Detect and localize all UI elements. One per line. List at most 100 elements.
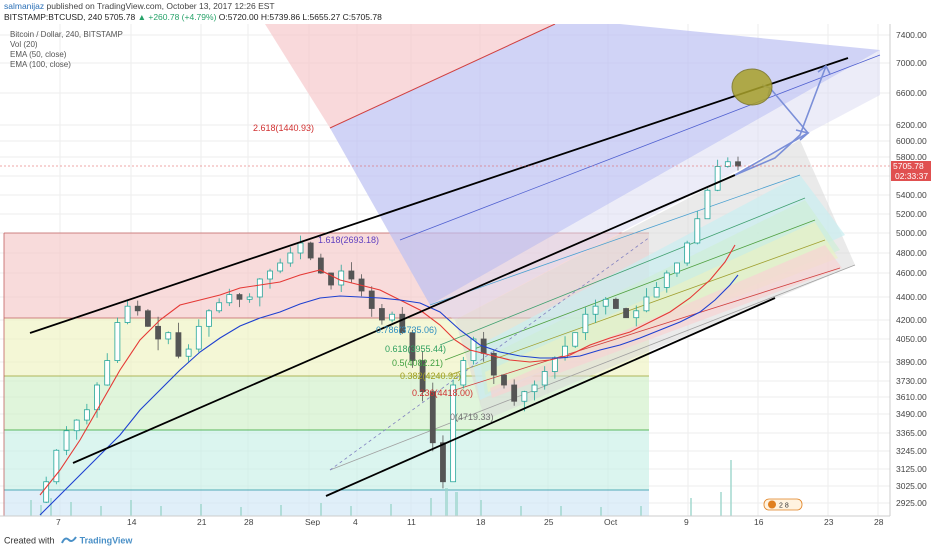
price-tick-label: 7000.00 [896, 58, 927, 68]
candle-body [43, 481, 50, 503]
candle-body [724, 161, 731, 167]
candle-body [83, 409, 90, 421]
price-tick-label: 3610.00 [896, 392, 927, 402]
price-tick-label: 4200.00 [896, 315, 927, 325]
quote-line: BITSTAMP:BTCUSD, 240 5705.78 ▲ +260.78 (… [4, 12, 382, 22]
candle-body [175, 332, 182, 357]
time-tick-label: 16 [754, 517, 764, 526]
candle-body [338, 270, 345, 286]
target-zone[interactable] [731, 68, 773, 106]
candle-body [104, 360, 111, 386]
fib-label: 0.618(3955.44) [385, 344, 446, 354]
legend-volume[interactable]: Vol (20) [10, 40, 38, 49]
price-tick-label: 7400.00 [896, 30, 927, 40]
current-price-tag [891, 161, 931, 171]
candle-body [256, 278, 263, 298]
candle-body [704, 189, 711, 220]
price-tick-label: 3490.00 [896, 409, 927, 419]
legend-ema50[interactable]: EMA (50, close) [10, 50, 67, 59]
candle-body [511, 384, 518, 402]
candle-body [226, 294, 233, 304]
candle-body [236, 294, 243, 300]
ema-100-line [39, 274, 739, 516]
countdown-text: 02:33:37 [895, 171, 928, 181]
fib-label: 1.618(2693.18) [318, 235, 379, 245]
tradingview-logo-icon[interactable] [61, 535, 77, 547]
candle-body [694, 218, 701, 244]
price-tick-label: 6200.00 [896, 120, 927, 130]
fib-label: 0.5(4082.21) [392, 358, 443, 368]
candle-body [419, 360, 426, 393]
footer: Created with TradingView [0, 530, 932, 550]
candle-body [623, 308, 629, 319]
candle-body [307, 242, 314, 259]
price-tick-label: 3890.00 [896, 357, 927, 367]
legend-ema100[interactable]: EMA (100, close) [10, 60, 71, 69]
candle-body [470, 338, 477, 361]
fib-label: 0.786(3735.06) [376, 325, 437, 335]
price-tick-label: 2925.00 [896, 498, 927, 508]
candle-body [663, 272, 670, 288]
candle-body [653, 286, 660, 298]
price-axis[interactable]: 7400.00 7000.00 6600.00 6200.00 6000.00 5800.… [889, 24, 931, 516]
current-price-text: 5705.78 [893, 161, 924, 171]
time-tick-label: Oct [604, 517, 618, 526]
candle-body [399, 313, 406, 334]
candle-body [643, 296, 650, 312]
time-axis[interactable]: 7 14 21 28 Sep 4 11 18 25 Oct 9 16 23 28 [0, 515, 890, 527]
candle-body [145, 310, 151, 327]
price-tick-label: 4400.00 [896, 292, 927, 302]
price-tick-label: 4800.00 [896, 248, 927, 258]
time-tick-label: 9 [684, 517, 689, 526]
fib-label: 0(4719.33) [450, 412, 494, 422]
price-tick-label: 5400.00 [896, 190, 927, 200]
candle-body [541, 371, 548, 386]
price-tick-label: 4600.00 [896, 268, 927, 278]
countdown-tag [891, 171, 931, 181]
publish-info: published on TradingView.com, October 13… [46, 1, 275, 11]
symbol-label: BITSTAMP:BTCUSD, 240 [4, 12, 103, 22]
price-tick-label: 3730.00 [896, 376, 927, 386]
price-tick-label: 3245.00 [896, 446, 927, 456]
created-with: Created with TradingView [4, 535, 132, 547]
chart-legend: Bitcoin / Dollar, 240, BITSTAMP Vol (20)… [10, 30, 123, 70]
candle-body [267, 270, 273, 280]
author-link[interactable]: salmanijaz [4, 1, 45, 11]
created-with-label: Created with [4, 535, 55, 546]
trend-lines[interactable] [29, 57, 849, 497]
time-tick-label: 25 [544, 517, 554, 526]
candle-body [216, 302, 223, 312]
price-tick-label: 3025.00 [896, 481, 927, 491]
price-tick-label: 3365.00 [896, 428, 927, 438]
time-tick-label: 18 [476, 517, 486, 526]
candle-body [602, 298, 609, 307]
publish-line: salmanijaz published on TradingView.com,… [4, 1, 275, 11]
fib-label: 0.382(4240.92) [400, 371, 461, 381]
price-tick-label: 6600.00 [896, 88, 927, 98]
candle-body [124, 305, 131, 323]
candle-body [531, 384, 538, 393]
events-badge-icon[interactable]: 2 8 [763, 498, 803, 511]
candle-body [735, 161, 741, 167]
candle-body [368, 290, 375, 309]
candle-body [440, 442, 446, 483]
tradingview-brand[interactable]: TradingView [79, 535, 133, 546]
time-tick-label: 23 [824, 517, 834, 526]
legend-title: Bitcoin / Dollar, 240, BITSTAMP [10, 30, 123, 39]
candle-body [501, 374, 507, 386]
candles [43, 156, 741, 503]
price-tick-label: 3125.00 [896, 464, 927, 474]
time-tick-label: 21 [197, 517, 207, 526]
candle-body [246, 296, 253, 300]
candle-body [297, 242, 304, 254]
chart-area[interactable]: 2.618(1440.93) 1.618(2693.18) 0.786(3735… [0, 23, 932, 527]
price-tick-label: 4050.00 [896, 334, 927, 344]
candle-body [633, 310, 640, 319]
time-tick-label: 7 [56, 517, 61, 526]
candle-body [521, 391, 528, 402]
candle-body [592, 305, 599, 315]
time-tick-label: 14 [127, 517, 137, 526]
price-tick-label: 6000.00 [896, 136, 927, 146]
candle-body [348, 270, 355, 280]
time-tick-label: Sep [305, 517, 320, 526]
